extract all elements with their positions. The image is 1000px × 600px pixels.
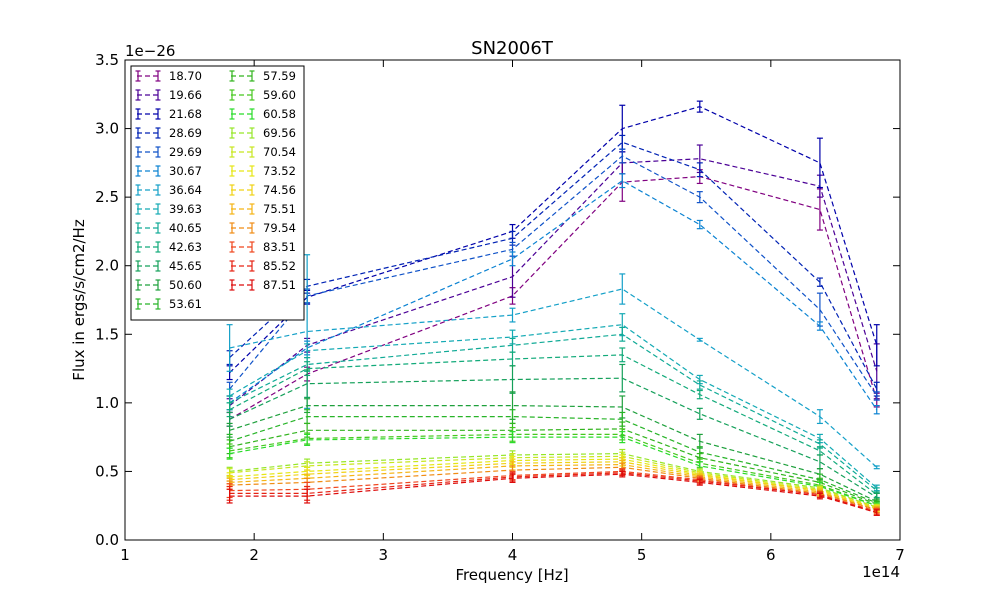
legend-item: 19.66 bbox=[135, 88, 202, 102]
x-tick-label: 4 bbox=[508, 546, 518, 564]
legend-label: 57.59 bbox=[263, 69, 296, 83]
legend-item: 60.58 bbox=[229, 107, 296, 121]
y-tick-label: 1.0 bbox=[95, 394, 119, 412]
y-axis-multiplier: 1e−26 bbox=[125, 42, 175, 60]
legend-label: 29.69 bbox=[169, 145, 202, 159]
y-tick-label: 0.0 bbox=[95, 531, 119, 549]
legend-label: 60.58 bbox=[263, 107, 296, 121]
y-axis-label: Flux in ergs/s/cm2/Hz bbox=[70, 219, 88, 381]
legend-item: 83.51 bbox=[229, 240, 296, 254]
legend-label: 19.66 bbox=[169, 88, 202, 102]
plot-frame bbox=[124, 59, 901, 541]
legend-label: 75.51 bbox=[263, 202, 296, 216]
y-tick-label: 3.5 bbox=[95, 51, 119, 69]
legend-label: 87.51 bbox=[263, 278, 296, 292]
legend-item: 42.63 bbox=[135, 240, 202, 254]
x-tick-label: 1 bbox=[120, 546, 130, 564]
legend-box bbox=[130, 65, 305, 321]
series-45.65 bbox=[226, 363, 880, 503]
legend-label: 21.68 bbox=[169, 107, 202, 121]
y-axis: 0.0 0.5 1.0 1.5 2.0 2.5 3.0 3.5 bbox=[95, 51, 900, 549]
series-87.51 bbox=[226, 470, 880, 516]
x-tick-label: 3 bbox=[379, 546, 389, 564]
y-tick-label: 1.5 bbox=[95, 325, 119, 343]
legend-label: 30.67 bbox=[169, 164, 202, 178]
legend-label: 28.69 bbox=[169, 126, 202, 140]
legend-item: 87.51 bbox=[229, 278, 296, 292]
legend: 18.70 19.66 21.68 28.69 29.69 30.67 36.64 39.63… bbox=[130, 65, 305, 321]
legend-item: 28.69 bbox=[135, 126, 202, 140]
legend-item: 36.64 bbox=[135, 183, 202, 197]
x-axis-label: Frequency [Hz] bbox=[455, 566, 568, 584]
legend-item: 50.60 bbox=[135, 278, 202, 292]
legend-label: 18.70 bbox=[169, 69, 202, 83]
series-30.67 bbox=[226, 173, 880, 415]
legend-item: 69.56 bbox=[229, 126, 296, 140]
legend-label: 74.56 bbox=[263, 183, 296, 197]
legend-item: 75.51 bbox=[229, 202, 296, 216]
legend-label: 85.52 bbox=[263, 259, 296, 273]
x-tick-label: 2 bbox=[249, 546, 259, 564]
x-tick-label: 7 bbox=[895, 546, 905, 564]
legend-item: 73.52 bbox=[229, 164, 296, 178]
legend-item: 74.56 bbox=[229, 183, 296, 197]
legend-label: 59.60 bbox=[263, 88, 296, 102]
legend-item: 45.65 bbox=[135, 259, 202, 273]
legend-item: 30.67 bbox=[135, 164, 202, 178]
x-axis-multiplier: 1e14 bbox=[862, 563, 900, 581]
x-tick-label: 6 bbox=[766, 546, 776, 564]
legend-label: 53.61 bbox=[169, 297, 202, 311]
legend-item: 70.54 bbox=[229, 145, 296, 159]
x-tick-label: 5 bbox=[637, 546, 647, 564]
legend-label: 36.64 bbox=[169, 183, 202, 197]
legend-label: 70.54 bbox=[263, 145, 296, 159]
legend-item: 39.63 bbox=[135, 202, 202, 216]
legend-item: 18.70 bbox=[135, 69, 202, 83]
y-tick-label: 0.5 bbox=[95, 462, 119, 480]
legend-label: 83.51 bbox=[263, 240, 296, 254]
y-tick-label: 2.0 bbox=[95, 257, 119, 275]
series-layer bbox=[226, 100, 880, 516]
legend-label: 50.60 bbox=[169, 278, 202, 292]
legend-item: 85.52 bbox=[229, 259, 296, 273]
legend-item: 59.60 bbox=[229, 88, 296, 102]
legend-label: 45.65 bbox=[169, 259, 202, 273]
legend-label: 69.56 bbox=[263, 126, 296, 140]
legend-label: 73.52 bbox=[263, 164, 296, 178]
chart-title: SN2006T bbox=[471, 38, 554, 59]
legend-item: 40.65 bbox=[135, 221, 202, 235]
legend-label: 39.63 bbox=[169, 202, 202, 216]
legend-item: 29.69 bbox=[135, 145, 202, 159]
y-tick-label: 2.5 bbox=[95, 188, 119, 206]
legend-label: 42.63 bbox=[169, 240, 202, 254]
legend-label: 79.54 bbox=[263, 221, 296, 235]
y-tick-label: 3.0 bbox=[95, 120, 119, 138]
legend-label: 40.65 bbox=[169, 221, 202, 235]
legend-item: 79.54 bbox=[229, 221, 296, 235]
legend-item: 21.68 bbox=[135, 107, 202, 121]
legend-item: 53.61 bbox=[135, 297, 202, 311]
legend-item: 57.59 bbox=[229, 69, 296, 83]
